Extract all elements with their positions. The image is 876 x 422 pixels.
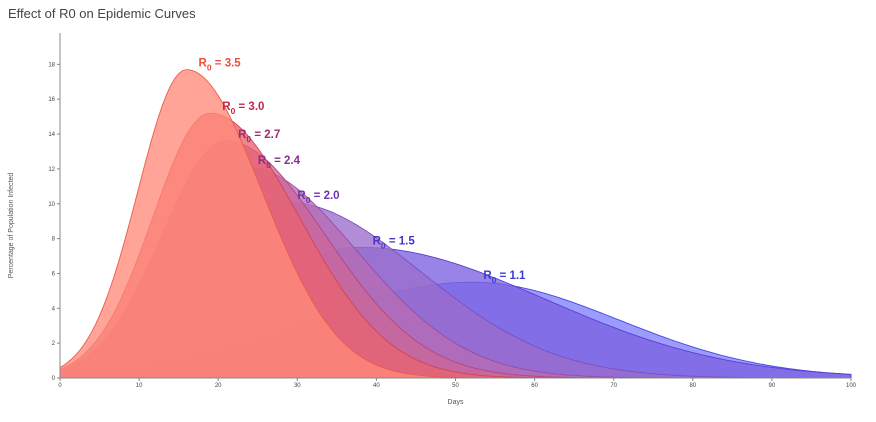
y-tick-label: 4 xyxy=(52,306,56,312)
y-tick-label: 0 xyxy=(52,376,56,382)
series-label-subscript: 0 xyxy=(266,160,271,170)
series-label-value: = 2.7 xyxy=(251,129,280,141)
series-label-value: = 2.0 xyxy=(310,190,339,202)
series-areas xyxy=(59,69,852,379)
series-label: R0 = 3.0 xyxy=(222,101,264,116)
axes: 0 10 20 30 40 50 60 70 80 90 100 0 2 4 6 8 10 12 14 16 18 xyxy=(48,33,857,389)
series-label-value: = 2.4 xyxy=(271,155,301,167)
x-axis-ticks: 0 10 20 30 40 50 60 70 80 90 100 xyxy=(58,378,857,389)
x-tick-label: 10 xyxy=(136,383,143,389)
x-tick-label: 70 xyxy=(610,383,617,389)
series-label: R0 = 2.7 xyxy=(238,129,280,144)
y-tick-label: 16 xyxy=(48,97,55,103)
series-label-subscript: 0 xyxy=(207,63,212,73)
series-label: R0 = 1.1 xyxy=(483,270,526,285)
y-tick-label: 2 xyxy=(52,341,56,347)
y-tick-label: 12 xyxy=(48,167,55,173)
series-label-subscript: 0 xyxy=(246,134,251,144)
series-label-value: = 3.5 xyxy=(212,58,242,70)
x-tick-label: 90 xyxy=(769,383,776,389)
series-label-subscript: 0 xyxy=(306,195,311,205)
series-label-letter: R xyxy=(199,58,208,70)
series-label-letter: R xyxy=(258,155,267,167)
series-label-letter: R xyxy=(373,235,382,247)
series-label-subscript: 0 xyxy=(381,240,386,250)
y-tick-label: 10 xyxy=(48,202,55,208)
x-axis-label: Days xyxy=(448,399,464,406)
x-tick-label: 50 xyxy=(452,383,459,389)
series-label-letter: R xyxy=(483,270,492,282)
y-tick-label: 6 xyxy=(52,271,56,277)
x-tick-label: 100 xyxy=(846,383,857,389)
y-tick-label: 8 xyxy=(52,237,56,243)
series-label: R0 = 3.5 xyxy=(199,58,242,73)
series-label-letter: R xyxy=(297,190,306,202)
y-tick-label: 18 xyxy=(48,62,55,68)
series-label-letter: R xyxy=(238,129,247,141)
series-label-value: = 1.1 xyxy=(496,270,526,282)
x-tick-label: 30 xyxy=(294,383,301,389)
chart-title: Effect of R0 on Epidemic Curves xyxy=(8,6,196,21)
series-label-value: = 3.0 xyxy=(235,101,264,113)
series-label: R0 = 2.4 xyxy=(258,155,301,170)
y-axis-ticks: 0 2 4 6 8 10 12 14 16 18 xyxy=(48,62,60,382)
series-label-value: = 1.5 xyxy=(386,235,416,247)
x-tick-label: 80 xyxy=(689,383,696,389)
series-label: R0 = 2.0 xyxy=(297,190,339,205)
x-tick-label: 60 xyxy=(531,383,538,389)
series-label-subscript: 0 xyxy=(231,106,236,116)
x-tick-label: 40 xyxy=(373,383,380,389)
y-axis-label: Percentage of Population Infected xyxy=(8,173,15,279)
series-label: R0 = 1.5 xyxy=(373,235,416,250)
x-tick-label: 20 xyxy=(215,383,222,389)
series-label-letter: R xyxy=(222,101,231,113)
series-labels: R0 = 1.1R0 = 1.5R0 = 2.0R0 = 2.4R0 = 2.7… xyxy=(199,58,527,286)
y-tick-label: 14 xyxy=(48,132,55,138)
x-tick-label: 0 xyxy=(58,383,62,389)
series-label-subscript: 0 xyxy=(492,275,497,285)
